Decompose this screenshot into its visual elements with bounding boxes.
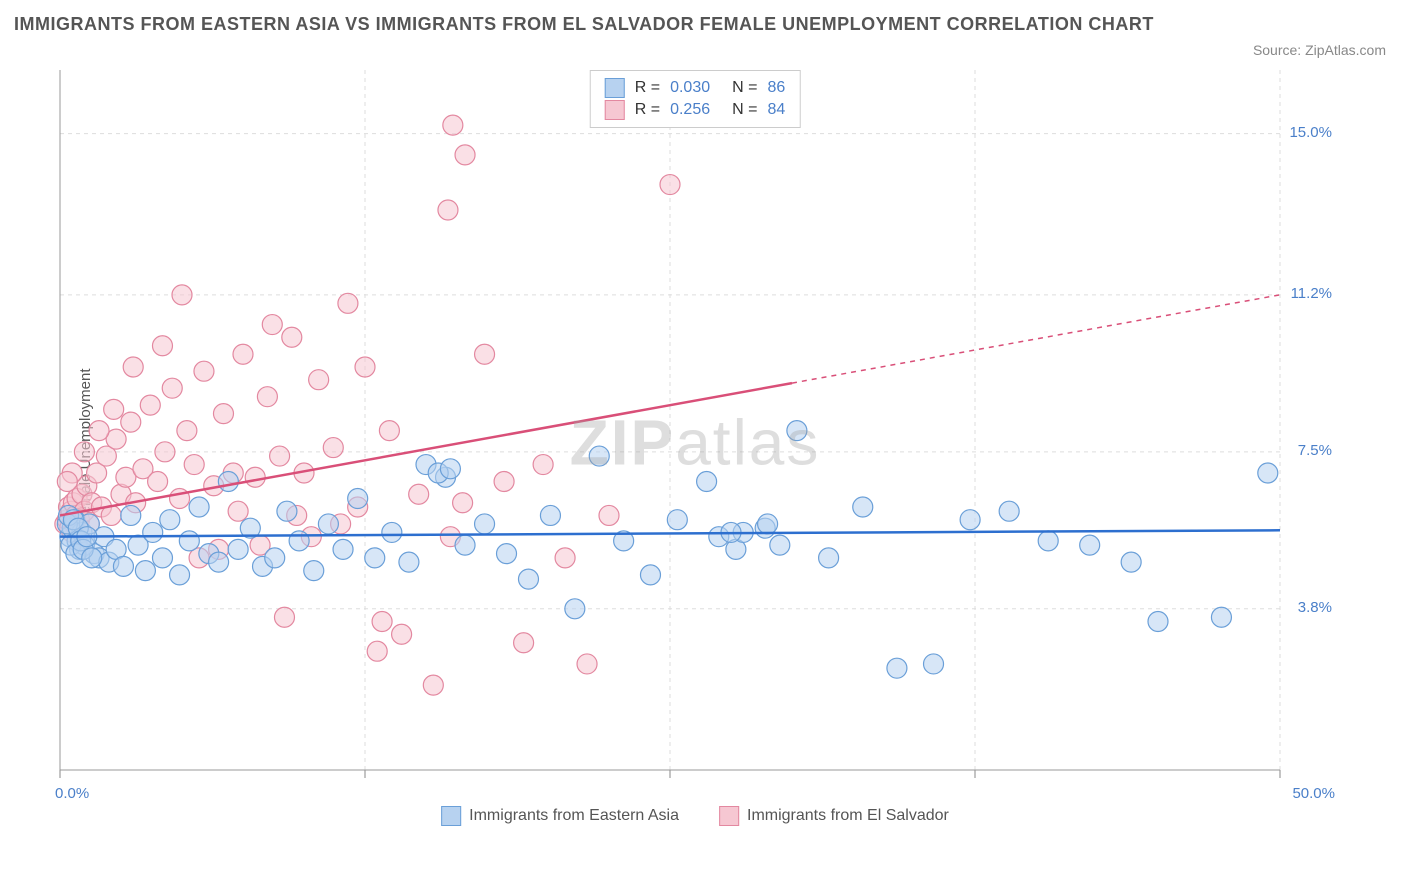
legend-series: Immigrants from Eastern Asia Immigrants f… (441, 806, 949, 826)
n-value: 86 (767, 79, 785, 97)
legend-item: Immigrants from Eastern Asia (441, 806, 679, 826)
chart-title: IMMIGRANTS FROM EASTERN ASIA VS IMMIGRAN… (14, 14, 1154, 35)
r-value: 0.030 (670, 79, 710, 97)
legend-label: Immigrants from El Salvador (747, 807, 949, 825)
n-label: N = (732, 101, 757, 119)
legend-stat-row: R = 0.030 N = 86 (605, 77, 786, 99)
n-value: 84 (767, 101, 785, 119)
y-tick-label: 7.5% (1298, 442, 1332, 459)
legend-swatch (441, 806, 461, 826)
source-text: Source: ZipAtlas.com (1253, 42, 1386, 58)
r-label: R = (635, 101, 660, 119)
chart-container: IMMIGRANTS FROM EASTERN ASIA VS IMMIGRAN… (0, 0, 1406, 892)
legend-swatch (719, 806, 739, 826)
legend-swatch (605, 100, 625, 120)
y-tick-label: 15.0% (1289, 124, 1332, 141)
n-label: N = (732, 79, 757, 97)
chart-svg (50, 70, 1340, 830)
r-value: 0.256 (670, 101, 710, 119)
legend-stat-row: R = 0.256 N = 84 (605, 99, 786, 121)
legend-item: Immigrants from El Salvador (719, 806, 949, 826)
plot-area: ZIPatlas R =0.030N =86R =0.256N =84 Immi… (50, 70, 1340, 830)
r-label: R = (635, 79, 660, 97)
legend-label: Immigrants from Eastern Asia (469, 807, 679, 825)
x-axis-min: 0.0% (55, 785, 89, 802)
x-axis-max: 50.0% (1292, 785, 1335, 802)
legend-swatch (605, 78, 625, 98)
y-tick-label: 3.8% (1298, 599, 1332, 616)
y-tick-label: 11.2% (1291, 285, 1332, 302)
legend-stats: R = 0.030 N = 86 R = 0.256 N = 84 (590, 70, 801, 128)
